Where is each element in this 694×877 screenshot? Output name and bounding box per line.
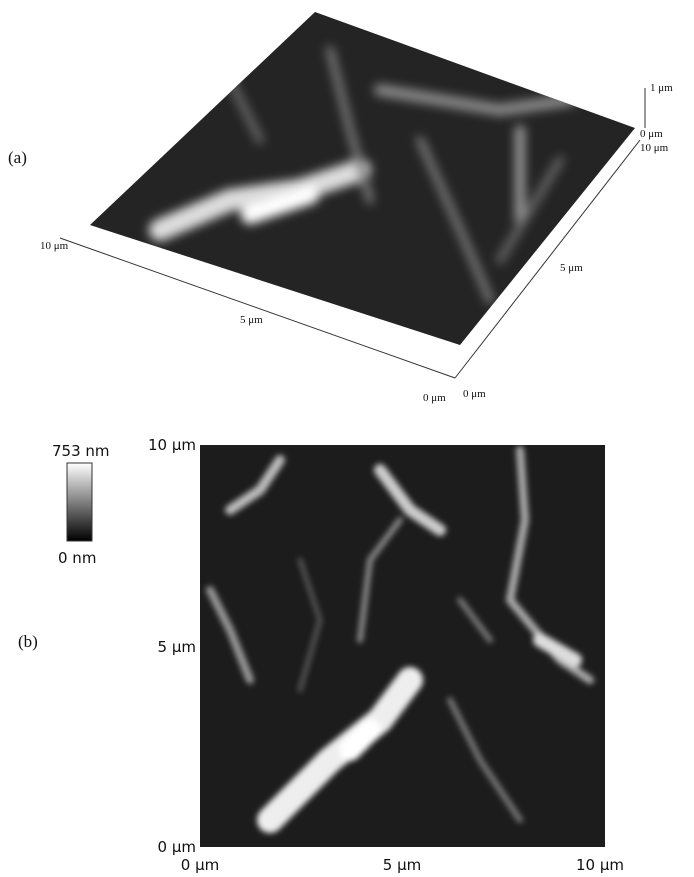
axis-label: 5 μm: [240, 314, 263, 326]
z-axis-label: 1 μm: [650, 82, 673, 94]
axis-label: 5 μm: [560, 262, 583, 274]
x-tick-label: 5 μm: [383, 856, 421, 874]
y-tick-label: 10 μm: [148, 436, 196, 454]
y-tick-label: 0 μm: [158, 838, 196, 856]
surface-3d: [60, 12, 645, 378]
axis-label: 10 μm: [40, 240, 69, 252]
colorbar: [67, 463, 92, 541]
x-tick-label: 10 μm: [576, 856, 624, 874]
figure: (a) 1 μm 0 μm 10 μm 5 μm 0 μm 0 μm 5 μm …: [0, 0, 694, 877]
panel-label: (b): [18, 632, 38, 651]
axis-label: 0 μm: [423, 392, 446, 404]
axis-label: 10 μm: [640, 142, 669, 154]
colorbar-label: 0 nm: [58, 549, 96, 567]
y-tick-label: 5 μm: [158, 638, 196, 656]
z-axis-label: 0 μm: [640, 128, 663, 140]
colorbar-label: 753 nm: [52, 442, 110, 460]
x-tick-label: 0 μm: [181, 856, 219, 874]
panel-label: (a): [8, 148, 27, 167]
height-map: [200, 445, 605, 847]
axis-label: 0 μm: [463, 388, 486, 400]
